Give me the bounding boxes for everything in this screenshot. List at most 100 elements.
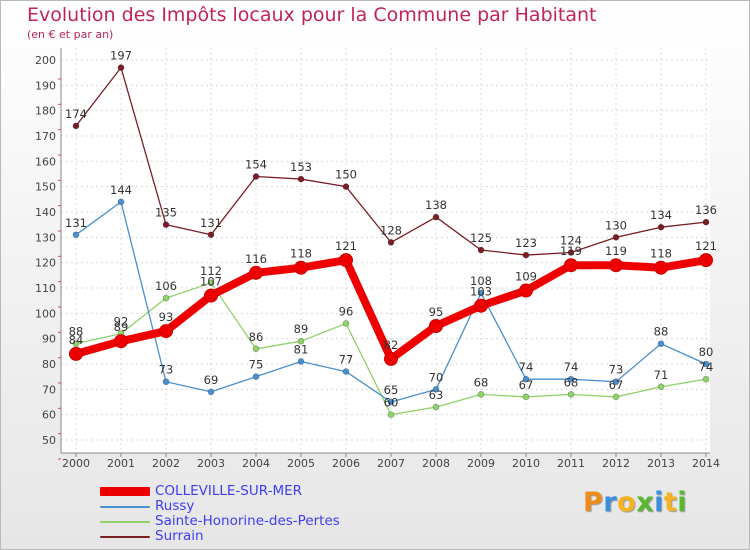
data-point-colleville-sur-mer	[159, 324, 173, 339]
data-label-surrain: 136	[695, 203, 717, 217]
legend-swatch	[100, 506, 150, 508]
data-label-colleville-sur-mer: 121	[695, 239, 717, 253]
data-point-russy	[342, 368, 350, 375]
data-point-russy	[702, 360, 710, 368]
data-point-colleville-sur-mer	[654, 260, 668, 275]
legend-label: COLLEVILLE-SUR-MER	[155, 483, 302, 499]
y-tick-label: 60	[42, 409, 56, 422]
data-label-colleville-sur-mer: 119	[605, 244, 627, 258]
x-tick-label: 2000	[62, 457, 90, 470]
data-label-surrain: 134	[650, 208, 672, 222]
data-label-colleville-sur-mer: 118	[650, 247, 672, 261]
data-point-surrain	[477, 246, 485, 254]
data-label-sainte-honorine-des-pertes: 106	[155, 279, 177, 293]
data-label-surrain: 135	[155, 206, 177, 220]
data-point-russy	[252, 373, 260, 380]
x-tick-label: 2012	[602, 457, 630, 470]
legend-swatch	[100, 536, 150, 538]
data-label-surrain: 124	[560, 234, 582, 248]
data-label-sainte-honorine-des-pertes: 63	[429, 388, 444, 402]
x-tick-label: 2006	[332, 457, 360, 470]
data-point-colleville-sur-mer	[204, 288, 218, 303]
chart-title: Evolution des Impôts locaux pour la Comm…	[27, 4, 597, 26]
data-point-colleville-sur-mer	[69, 346, 83, 361]
data-label-surrain: 138	[425, 198, 447, 212]
data-label-colleville-sur-mer: 89	[114, 320, 129, 334]
data-label-russy: 77	[339, 353, 354, 367]
data-label-surrain: 153	[290, 160, 312, 174]
data-label-russy: 73	[159, 363, 174, 377]
data-label-russy: 131	[65, 216, 87, 230]
data-point-sainte-honorine-des-pertes	[207, 279, 215, 287]
data-point-russy	[612, 378, 620, 386]
x-tick-label: 2002	[152, 457, 180, 470]
data-point-surrain	[207, 231, 215, 239]
x-tick-label: 2008	[422, 457, 450, 470]
data-point-russy	[522, 375, 530, 383]
x-tick-label: 2004	[242, 457, 270, 470]
data-point-russy	[162, 378, 170, 386]
data-label-russy: 88	[654, 325, 669, 339]
data-label-colleville-sur-mer: 109	[515, 270, 537, 284]
data-label-sainte-honorine-des-pertes: 88	[69, 325, 84, 339]
data-point-colleville-sur-mer	[519, 283, 533, 298]
data-point-sainte-honorine-des-pertes	[387, 411, 395, 418]
plot-area	[61, 48, 710, 453]
y-tick-label: 180	[35, 105, 56, 118]
data-label-surrain: 125	[470, 231, 492, 245]
data-point-sainte-honorine-des-pertes	[342, 320, 350, 327]
data-point-russy	[72, 231, 80, 239]
data-label-surrain: 197	[110, 49, 132, 63]
data-point-sainte-honorine-des-pertes	[657, 383, 665, 391]
data-label-sainte-honorine-des-pertes: 67	[519, 378, 534, 392]
data-point-russy	[477, 289, 485, 297]
data-point-colleville-sur-mer	[564, 258, 578, 273]
y-tick-label: 160	[35, 155, 56, 168]
data-point-colleville-sur-mer	[114, 334, 128, 349]
data-point-sainte-honorine-des-pertes	[297, 337, 305, 345]
data-label-russy: 65	[384, 383, 399, 397]
data-point-colleville-sur-mer	[429, 319, 443, 333]
data-label-sainte-honorine-des-pertes: 92	[114, 315, 129, 329]
x-tick-label: 2005	[287, 457, 315, 470]
legend-label: Surrain	[155, 528, 204, 544]
x-tick-label: 2009	[467, 457, 495, 470]
x-tick-label: 2014	[692, 457, 720, 470]
y-tick-label: 90	[42, 333, 56, 346]
data-label-russy: 80	[699, 345, 714, 359]
data-point-surrain	[72, 122, 80, 130]
data-label-russy: 70	[429, 370, 444, 384]
data-point-sainte-honorine-des-pertes	[252, 345, 260, 353]
data-label-russy: 69	[204, 373, 219, 387]
x-tick-label: 2013	[647, 457, 675, 470]
data-label-russy: 74	[519, 360, 534, 374]
data-point-colleville-sur-mer	[699, 253, 713, 268]
data-point-surrain	[252, 173, 260, 180]
data-point-sainte-honorine-des-pertes	[612, 393, 620, 401]
data-point-surrain	[657, 223, 665, 231]
data-label-russy: 73	[609, 363, 624, 377]
data-label-surrain: 174	[65, 107, 87, 121]
data-label-russy: 81	[294, 342, 309, 356]
data-point-sainte-honorine-des-pertes	[702, 375, 710, 383]
y-tick-label: 150	[35, 181, 56, 194]
chart-subtitle: (en € et par an)	[27, 28, 114, 41]
y-tick-label: 100	[35, 307, 56, 320]
y-tick-label: 190	[35, 79, 56, 92]
data-label-colleville-sur-mer: 119	[560, 244, 582, 258]
y-tick-label: 120	[35, 257, 56, 270]
data-point-sainte-honorine-des-pertes	[72, 340, 80, 348]
data-label-surrain: 150	[335, 168, 357, 182]
data-label-sainte-honorine-des-pertes: 68	[474, 375, 489, 389]
data-point-sainte-honorine-des-pertes	[162, 294, 170, 302]
y-tick-label: 170	[35, 130, 56, 143]
x-tick-label: 2003	[197, 457, 225, 470]
data-point-colleville-sur-mer	[609, 258, 623, 273]
data-label-sainte-honorine-des-pertes: 67	[609, 378, 624, 392]
legend-swatch	[100, 487, 150, 496]
data-point-surrain	[522, 251, 530, 259]
data-label-russy: 144	[110, 183, 132, 197]
data-point-colleville-sur-mer	[294, 260, 308, 275]
data-label-colleville-sur-mer: 95	[429, 305, 444, 319]
